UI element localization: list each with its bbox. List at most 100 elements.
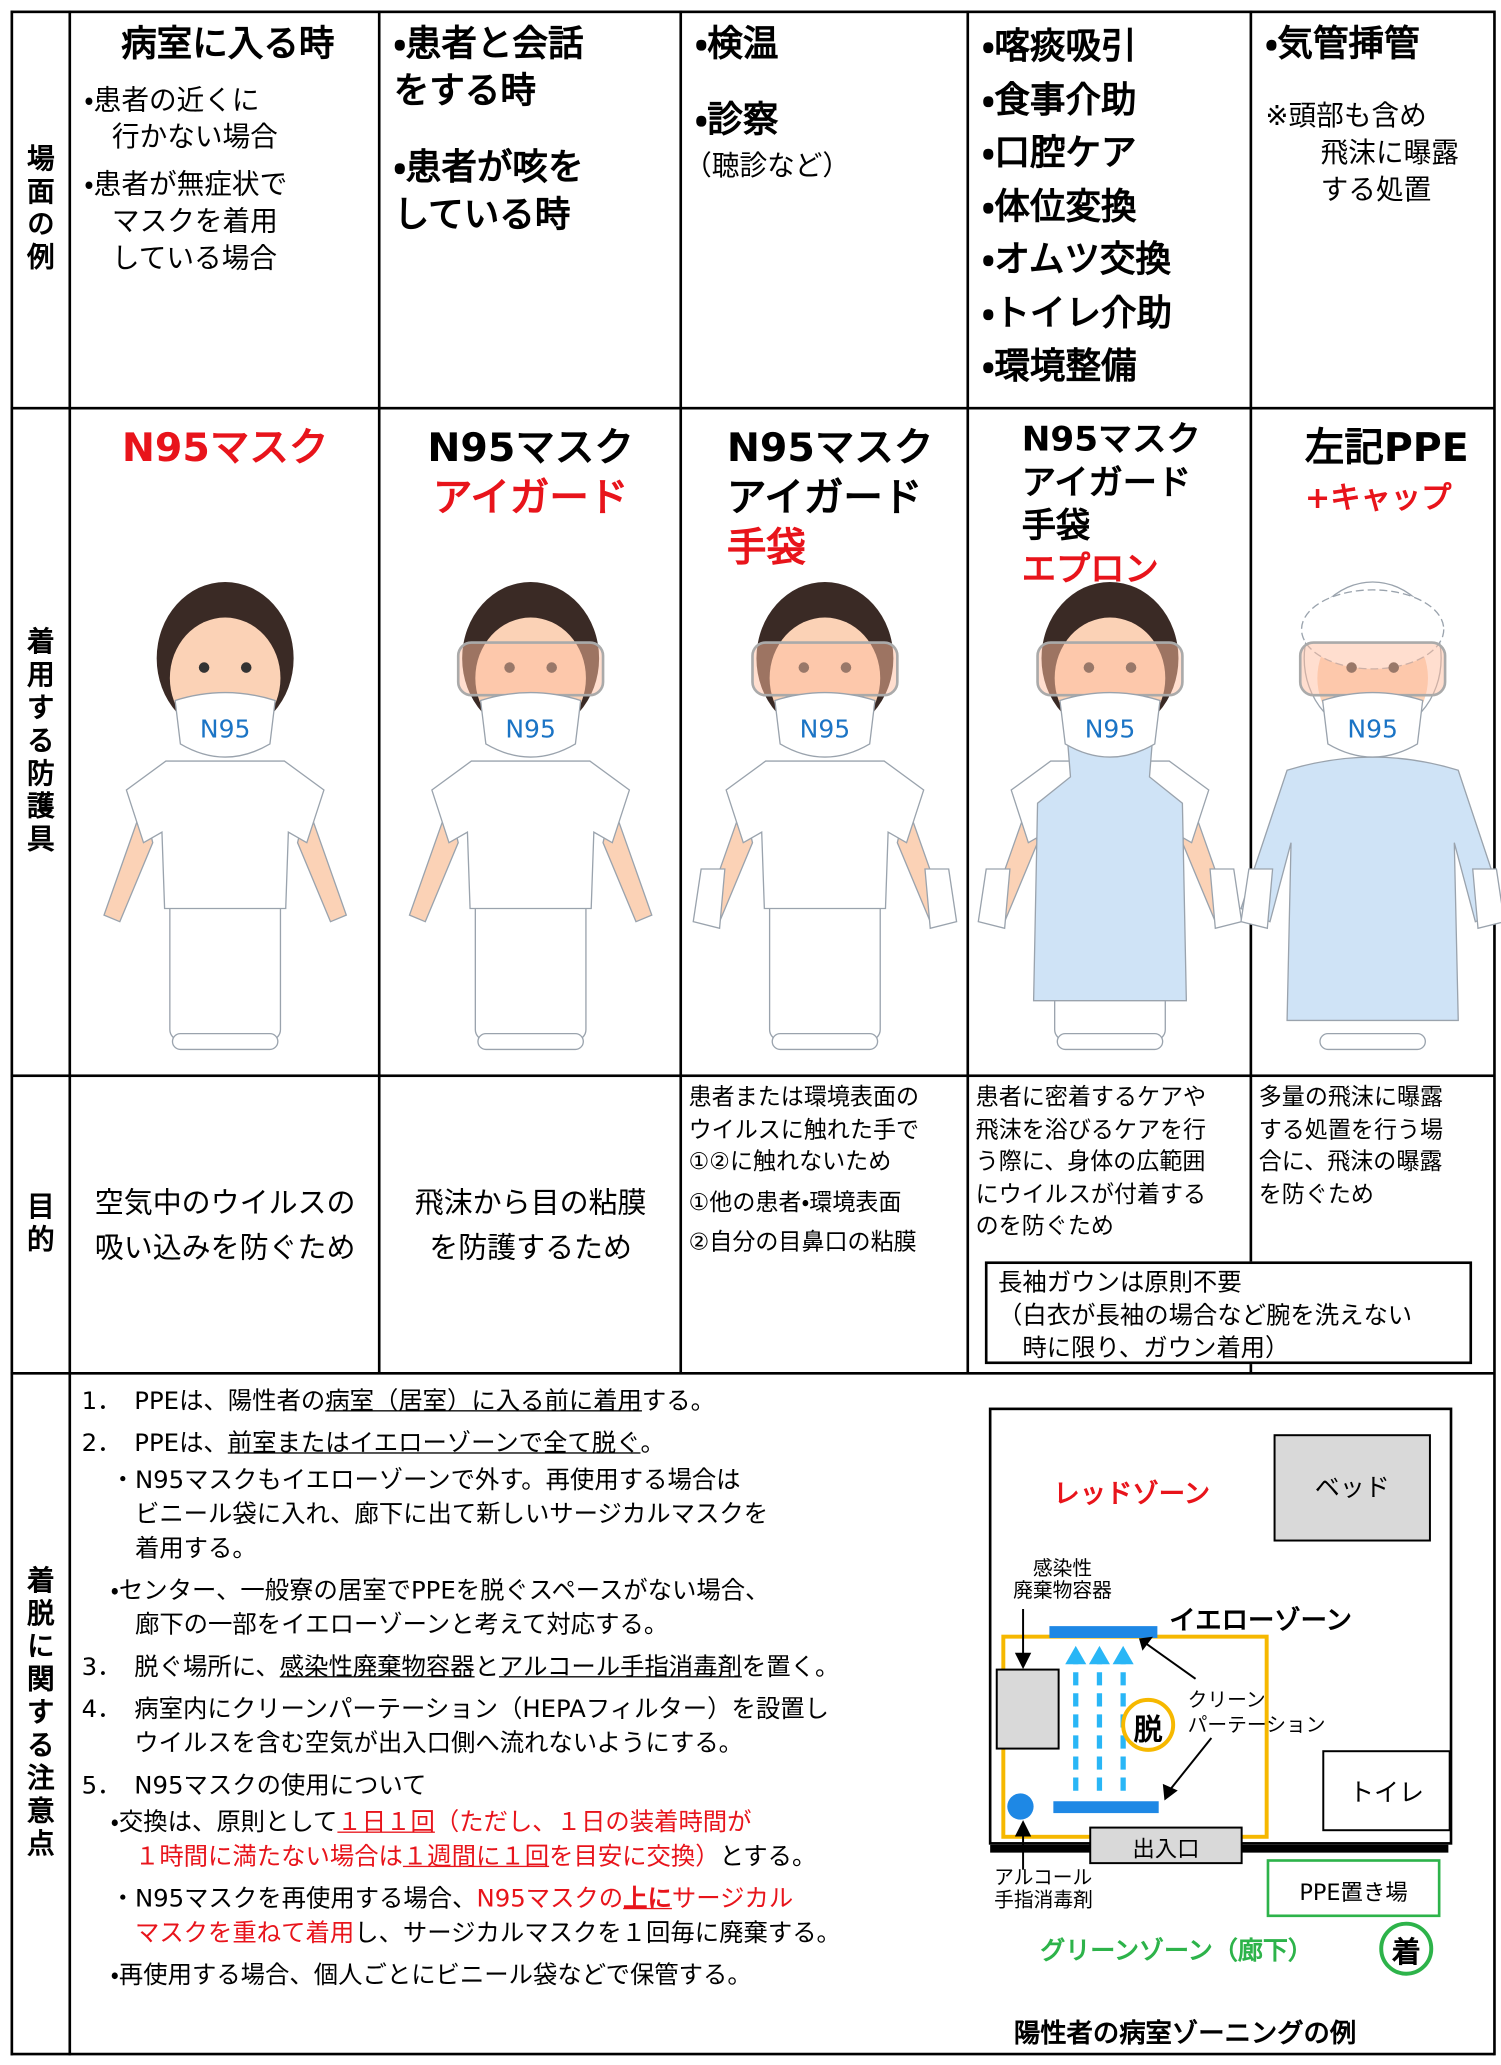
nurse-figure: N95 (1240, 581, 1501, 1051)
text-run: と (474, 1653, 500, 1682)
border (10, 10, 14, 2056)
border (10, 1074, 1495, 1078)
scene-item: ・検温 (695, 23, 779, 65)
row-header: 着用する防護具 (23, 626, 56, 858)
note-number: 4． (81, 1695, 122, 1724)
shirt (725, 760, 925, 910)
goggles (1298, 641, 1447, 697)
purpose-cell: 空気中のウイルスの 吸い込みを防ぐため (71, 1182, 379, 1272)
text-run: N95マスクの使用について (134, 1772, 427, 1800)
text-run: 前室またはイエローゾーンで全て脱ぐ (227, 1429, 641, 1458)
border (10, 10, 1495, 14)
scene-item: ・喀痰吸引 (982, 26, 1137, 68)
mask-label: N95 (200, 714, 251, 743)
scene-item: ・食事介助 (982, 79, 1137, 121)
note-line: 5． N95マスクの使用について (82, 1770, 991, 1804)
entrance-label: 出入口 (1132, 1836, 1200, 1864)
mask-label: N95 (1347, 714, 1398, 743)
purpose-text: 患者または環境表面の ウイルスに触れた手で ①②に触れないため (688, 1084, 920, 1176)
ppe-item: N95マスク (726, 425, 934, 472)
note-line: 4． 病室内にクリーンパーテーション（HEPAフィルター）を設置し ウイルスを含む… (82, 1693, 991, 1761)
text-run: PPEは、陽性者の (134, 1387, 326, 1416)
nurse-figure: N95 (408, 581, 653, 1051)
note-sub: ・センター、一般寮の居室でPPEを脱ぐスペースがない場合、 廊下の一部をイエロー… (111, 1575, 991, 1643)
scene-item: ・環境整備 (982, 346, 1137, 388)
pants (768, 894, 881, 1041)
scene-item: ・口腔ケア (982, 132, 1137, 174)
mask-label: N95 (505, 714, 556, 743)
yellow-zone-label: イエローゾーン (1169, 1603, 1353, 1636)
eye (240, 662, 252, 673)
shirt (125, 760, 325, 910)
text-run: ・交換は、原則として (110, 1809, 338, 1837)
note-line: 2． PPEは、前室またはイエローゾーンで全て脱ぐ。 (82, 1427, 991, 1461)
text-run: PPEは、 (134, 1429, 228, 1458)
gown (1240, 756, 1501, 1022)
mask (774, 691, 876, 758)
note-body: 脱ぐ場所に、感染性廃棄物容器とアルコール手指消毒剤を置く。 (134, 1651, 839, 1685)
ppe-item: アイガード (432, 475, 629, 522)
ppe-cell: N95マスク (71, 424, 379, 474)
scene-note: ※頭部も含め 飛沫に曝露 する処置 (1265, 100, 1459, 206)
ppe-item: 手袋 (726, 525, 806, 572)
text-run: ・N95マスクもイエローゾーンで外す。再使用する場合は ビニール袋に入れ、廊下に… (110, 1466, 769, 1563)
nurse-figure: N95 (692, 581, 958, 1051)
waste-label: 感染性 廃棄物容器 (1013, 1556, 1112, 1603)
note-sub: ・N95マスクもイエローゾーンで外す。再使用する場合は ビニール袋に入れ、廊下に… (111, 1464, 991, 1567)
green-zone-label: グリーンゾーン（廊下） (1040, 1936, 1313, 1966)
nurse-figure: N95 (977, 581, 1243, 1051)
ppe-item: N95マスク (121, 425, 329, 472)
text-run: １週間に１回 (402, 1843, 550, 1872)
note-body: 病室内にクリーンパーテーション（HEPAフィルター）を設置し ウイルスを含む空気… (134, 1693, 829, 1761)
scene-note: ・患者の近くに 行かない場合 (84, 84, 278, 153)
text-run: を置く。 (741, 1653, 840, 1682)
ppe-cell: N95マスク アイガード (381, 424, 681, 524)
note-item: 5． N95マスクの使用について・交換は、原則として１日１回（ただし、１日の装着時… (82, 1770, 991, 1994)
ppe-cell: 左記PPE +キャップ (1252, 424, 1493, 524)
border (10, 2052, 1495, 2056)
text-run: サージカル マスクを重ねて着用 (134, 1885, 794, 1948)
goggles (751, 641, 899, 697)
scene-item: ・気管挿管 (1265, 23, 1420, 65)
alcohol-label: アルコール 手指消毒剤 (994, 1865, 1093, 1912)
text-run: アルコール手指消毒剤 (499, 1653, 742, 1682)
scene-cell: ・気管挿管 ※頭部も含め 飛沫に曝露 する処置 (1265, 21, 1485, 219)
purpose-text: 空気中のウイルスの 吸い込みを防ぐため (94, 1187, 356, 1266)
gown-note: 長袖ガウンは原則不要 （白衣が長袖の場合など腕を洗えない 時に限り、ガウン着用） (984, 1261, 1473, 1365)
purpose-cell: 患者または環境表面の ウイルスに触れた手で ①②に触れないため ①他の患者・環境表… (689, 1082, 964, 1259)
text-run: １日１回 (337, 1809, 435, 1837)
border (679, 10, 683, 1374)
note-body: N95マスクの使用について (134, 1770, 426, 1804)
text-run: を目安に交換） (549, 1843, 720, 1872)
text-run: ・センター、一般寮の居室でPPEを脱ぐスペースがない場合、 廊下の一部をイエロー… (110, 1577, 770, 1640)
text-run: ・N95マスクを再使用する場合、 (110, 1885, 477, 1914)
note-item: 3． 脱ぐ場所に、感染性廃棄物容器とアルコール手指消毒剤を置く。 (82, 1651, 991, 1685)
purpose-text: 飛沫から目の粘膜 を防護するため (414, 1187, 647, 1266)
mask (174, 691, 276, 758)
note-number: 5． (81, 1772, 122, 1800)
gloves (977, 868, 1243, 930)
note-number: 3． (81, 1653, 122, 1682)
mask-label: N95 (800, 714, 851, 743)
ppe-cell: N95マスク アイガード 手袋 エプロン (969, 419, 1251, 593)
row-header: 場面の例 (23, 143, 56, 276)
goggles (1036, 641, 1184, 697)
scene-cell: ・検温 ・診察 （聴診など） (684, 21, 960, 195)
purpose-cell: 飛沫から目の粘膜 を防護するため (381, 1182, 681, 1272)
note-sub: ・交換は、原則として１日１回（ただし、１日の装着時間が １時間に満たない場合は１… (111, 1807, 991, 1875)
red-zone-label: レッドゾーン (1053, 1477, 1211, 1509)
nurse-figure: N95 (103, 581, 348, 1051)
purpose-text: ①他の患者・環境表面 (688, 1189, 902, 1216)
ppe-item: +キャップ (1304, 481, 1452, 517)
row-header: 着脱に関する注意点 (23, 1565, 56, 1862)
note-item: 1． PPEは、陽性者の病室（居室）に入る前に着用する。 (82, 1385, 991, 1419)
purpose-text: ②自分の目鼻口の粘膜 (688, 1229, 917, 1257)
border (68, 10, 72, 2056)
notes: 1． PPEは、陽性者の病室（居室）に入る前に着用する。 2． PPEは、前室またはイ… (82, 1385, 991, 2001)
note-sub: ・再使用する場合、個人ごとにビニール袋などで保管する。 (111, 1959, 991, 1993)
purpose-text: 患者に密着するケアや 飛沫を浴びるケアを行 う際に、身体の広範囲 にウイルスが付… (975, 1084, 1207, 1241)
mask (1321, 691, 1424, 758)
